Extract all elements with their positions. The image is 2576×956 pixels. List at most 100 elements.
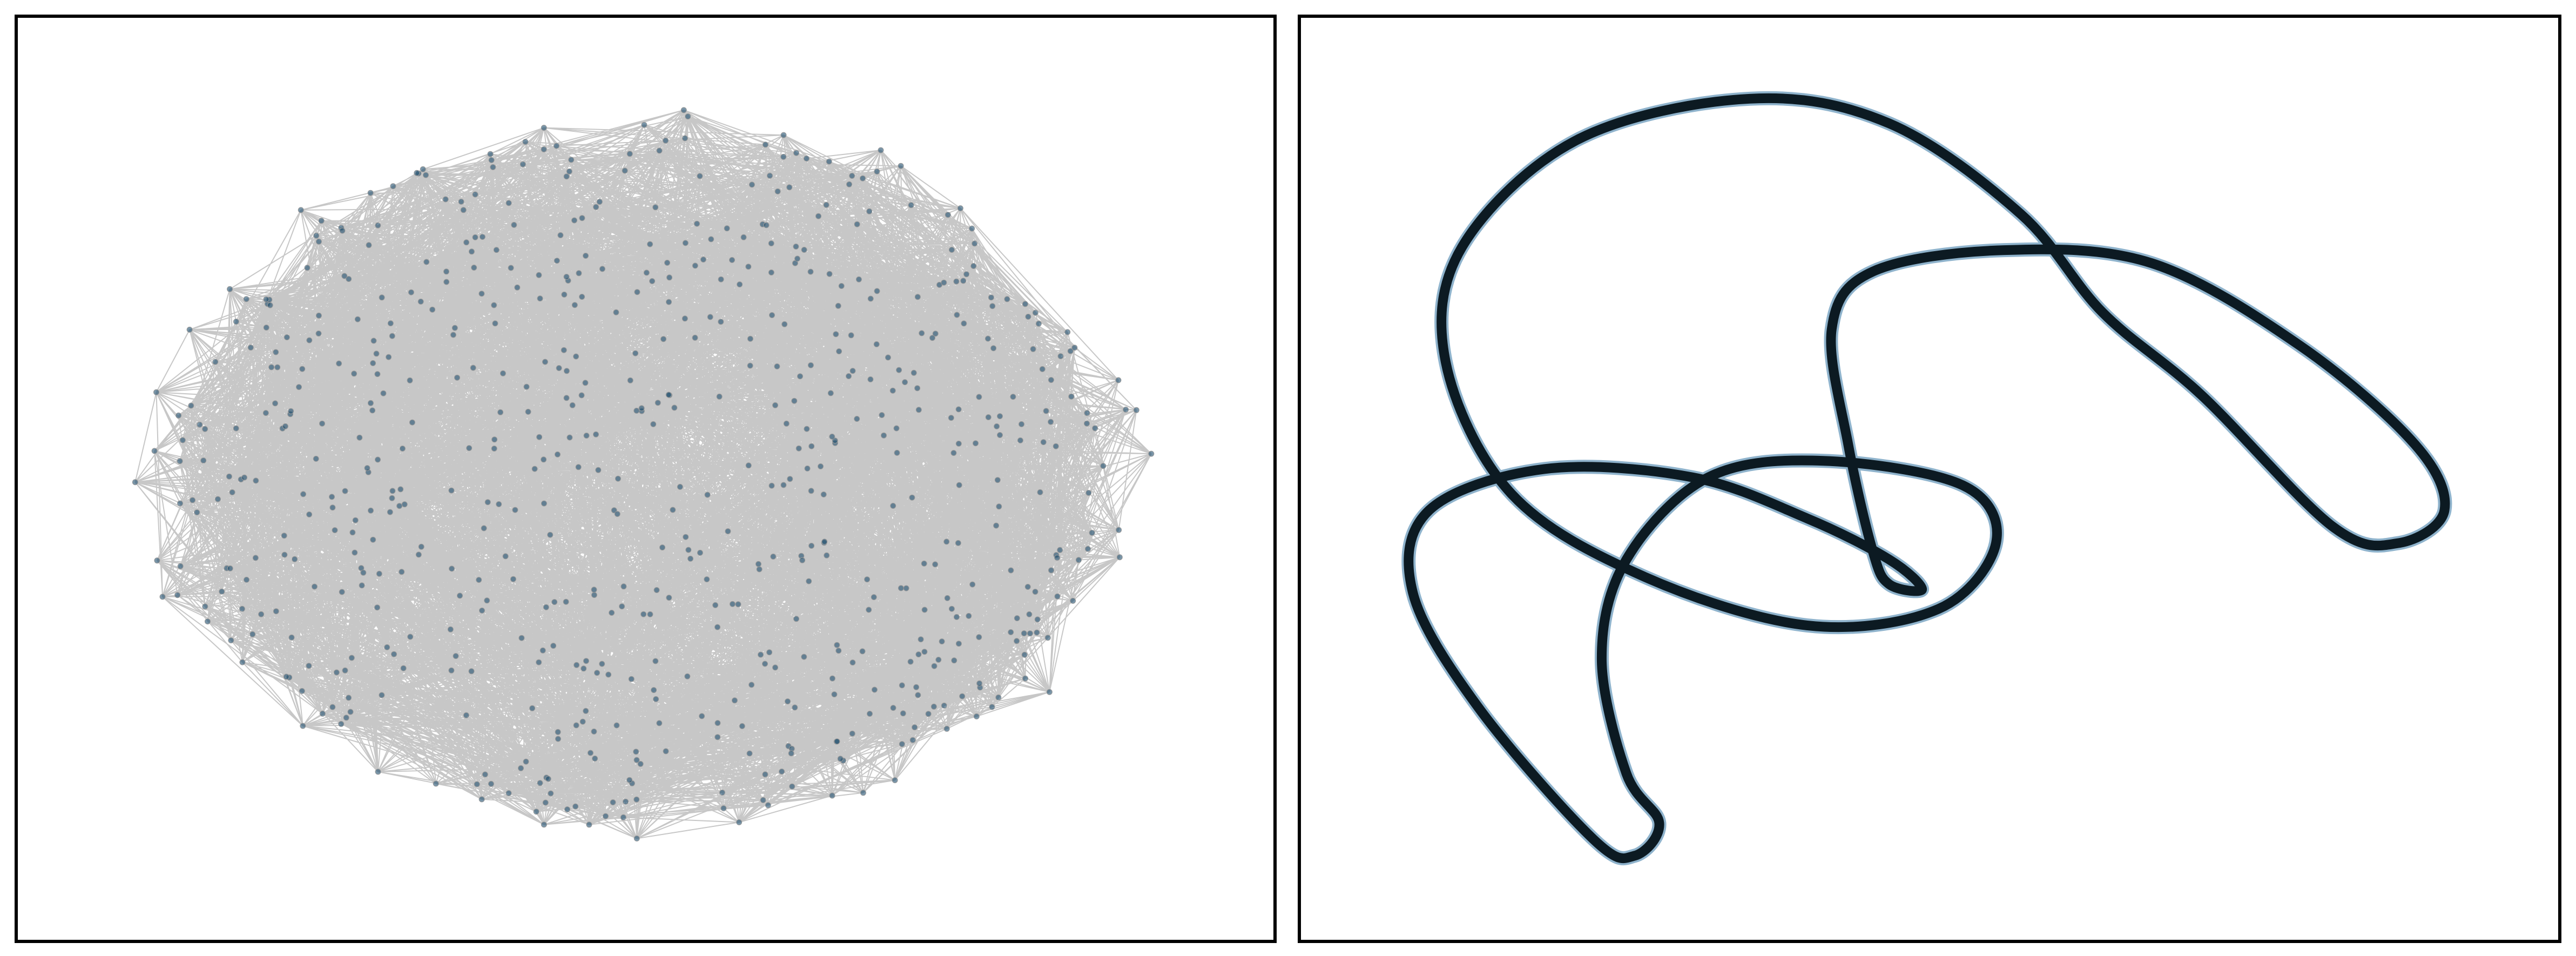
- graph-node: [233, 319, 239, 325]
- graph-node: [692, 334, 698, 341]
- graph-node: [594, 670, 600, 676]
- graph-node: [838, 283, 845, 289]
- graph-node: [370, 536, 376, 543]
- graph-node: [553, 143, 559, 149]
- graph-node: [555, 729, 561, 735]
- graph-node: [745, 264, 752, 270]
- graph-node: [650, 421, 657, 427]
- graph-node: [1064, 329, 1071, 335]
- graph-node: [628, 676, 635, 682]
- graph-node: [969, 225, 975, 232]
- graph-node: [252, 555, 259, 561]
- graph-node: [557, 232, 564, 238]
- graph-node: [855, 276, 862, 282]
- graph-node: [1019, 421, 1024, 427]
- graph-node: [583, 658, 589, 664]
- graph-node: [1032, 309, 1039, 316]
- graph-node: [704, 492, 711, 498]
- graph-node: [282, 423, 288, 429]
- graph-node: [997, 413, 1003, 420]
- graph-node: [638, 405, 645, 412]
- graph-node: [846, 181, 852, 187]
- graph-node: [525, 408, 531, 415]
- graph-node: [368, 507, 374, 514]
- graph-node: [389, 488, 396, 494]
- graph-node: [478, 291, 485, 297]
- graph-node: [737, 281, 743, 288]
- graph-node: [780, 153, 787, 160]
- graph-node: [640, 611, 647, 617]
- graph-node: [468, 668, 475, 675]
- graph-node: [233, 425, 239, 432]
- graph-node: [610, 799, 616, 805]
- graph-node: [656, 147, 663, 154]
- graph-node: [374, 604, 380, 611]
- graph-node: [341, 273, 348, 279]
- graph-node: [247, 345, 254, 351]
- graph-node: [874, 288, 880, 294]
- graph-node: [789, 783, 795, 790]
- graph-node: [959, 693, 966, 699]
- graph-node: [756, 566, 763, 573]
- graph-node: [561, 347, 567, 353]
- graph-node: [925, 711, 932, 717]
- graph-node: [568, 157, 575, 163]
- graph-node: [569, 402, 576, 408]
- graph-node: [893, 425, 900, 432]
- graph-node: [315, 238, 322, 245]
- graph-node: [599, 266, 605, 272]
- graph-node: [491, 302, 497, 308]
- graph-node: [349, 529, 356, 536]
- graph-node: [318, 218, 325, 224]
- graph-node: [375, 222, 381, 228]
- graph-node: [468, 248, 475, 255]
- graph-node: [1085, 490, 1092, 496]
- graph-node: [332, 527, 338, 534]
- graph-node: [613, 722, 620, 729]
- graph-node: [418, 543, 424, 550]
- graph-node: [791, 398, 798, 404]
- graph-node: [941, 279, 947, 286]
- graph-node: [487, 151, 494, 157]
- graph-node: [803, 156, 810, 161]
- graph-node: [1092, 425, 1098, 432]
- graph-node: [491, 436, 498, 443]
- graph-node: [919, 330, 925, 336]
- graph-node: [994, 477, 1001, 483]
- graph-node: [132, 479, 138, 486]
- graph-node: [448, 667, 455, 674]
- graph-node: [854, 221, 860, 227]
- graph-node: [913, 684, 920, 690]
- graph-node: [626, 151, 633, 157]
- graph-node: [583, 253, 589, 259]
- graph-node: [338, 721, 345, 727]
- graph-node: [573, 353, 579, 360]
- graph-node: [655, 400, 661, 406]
- graph-node: [1032, 589, 1039, 595]
- graph-node: [396, 503, 403, 509]
- graph-node: [833, 331, 839, 338]
- graph-node: [194, 509, 200, 516]
- graph-node: [219, 588, 225, 595]
- graph-node: [915, 407, 922, 413]
- graph-node: [666, 299, 672, 305]
- graph-node: [955, 406, 962, 413]
- graph-node: [994, 423, 1000, 429]
- graph-node: [448, 487, 455, 494]
- graph-node: [520, 161, 526, 167]
- graph-node: [443, 268, 449, 275]
- graph-node: [296, 384, 302, 391]
- graph-node: [763, 222, 770, 228]
- graph-node: [767, 172, 773, 179]
- graph-node: [665, 392, 672, 398]
- graph-node: [576, 270, 582, 277]
- graph-node: [768, 270, 774, 275]
- graph-node: [820, 492, 827, 497]
- graph-node: [536, 659, 542, 665]
- graph-node: [179, 437, 186, 443]
- graph-node: [476, 577, 482, 583]
- graph-node: [227, 565, 233, 571]
- graph-node: [823, 201, 830, 208]
- graph-node: [391, 651, 397, 657]
- graph-node: [531, 466, 538, 472]
